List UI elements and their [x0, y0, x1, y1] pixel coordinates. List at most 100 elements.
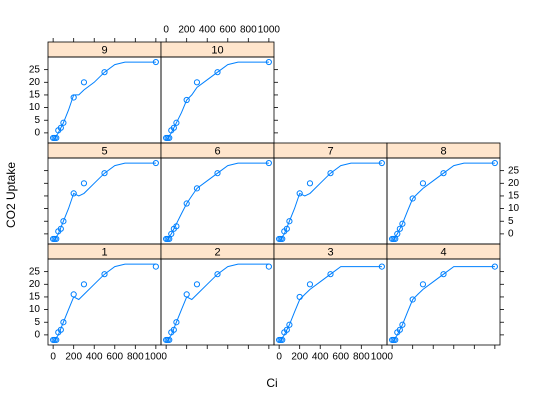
- x-tick-label: 200: [65, 352, 82, 363]
- point: [265, 159, 272, 167]
- strip-label: 6: [214, 145, 220, 157]
- point: [80, 79, 88, 86]
- point: [399, 321, 406, 328]
- point: [101, 170, 108, 177]
- point: [152, 159, 159, 167]
- point: [80, 180, 88, 187]
- point: [396, 225, 403, 232]
- point: [183, 96, 190, 104]
- point: [440, 170, 447, 177]
- point: [70, 94, 77, 101]
- point: [409, 296, 416, 303]
- y-tick-label: 15: [508, 191, 520, 202]
- point: [440, 271, 447, 278]
- point: [183, 200, 190, 207]
- point: [491, 159, 498, 167]
- y-tick-label: 10: [29, 304, 41, 315]
- fit-line: [278, 162, 382, 242]
- x-axis-label: Ci: [266, 376, 277, 390]
- point: [152, 58, 159, 66]
- panel: [160, 56, 275, 144]
- fit-line: [278, 266, 382, 343]
- point: [57, 124, 64, 131]
- point: [101, 271, 108, 278]
- point: [396, 326, 403, 333]
- y-tick-label: 25: [29, 64, 41, 75]
- x-tick-label: 0: [163, 25, 169, 36]
- point: [296, 293, 303, 301]
- point: [193, 281, 201, 288]
- fit-line: [165, 263, 269, 343]
- point: [166, 134, 173, 142]
- x-tick-label: 1000: [145, 352, 168, 363]
- point: [327, 271, 334, 278]
- point: [286, 218, 293, 225]
- point: [173, 119, 180, 126]
- fit-line: [52, 263, 156, 343]
- point: [57, 326, 64, 333]
- point: [409, 195, 416, 202]
- x-tick-label: 600: [106, 352, 123, 363]
- point: [378, 263, 385, 270]
- strip-label: 1: [101, 246, 107, 258]
- y-tick-label: 5: [508, 216, 514, 227]
- point: [491, 263, 498, 270]
- point: [214, 170, 221, 177]
- point: [53, 235, 60, 243]
- x-tick-label: 1000: [258, 25, 281, 36]
- point: [279, 235, 286, 243]
- x-tick-label: 200: [178, 25, 195, 36]
- strip-label: 2: [214, 246, 220, 258]
- strip-label: 5: [101, 145, 107, 157]
- y-tick-label: 0: [34, 330, 40, 341]
- point: [173, 319, 180, 326]
- strip-label: 10: [211, 44, 223, 56]
- y-tick-label: 25: [29, 266, 41, 277]
- point: [173, 223, 180, 230]
- x-tick-label: 0: [50, 352, 56, 363]
- point: [193, 185, 201, 192]
- y-tick-label: 20: [29, 279, 41, 290]
- point: [170, 326, 177, 333]
- point: [214, 69, 221, 76]
- point: [265, 263, 272, 270]
- fit-line: [165, 61, 269, 141]
- point: [170, 124, 177, 131]
- strip-label: 7: [327, 145, 333, 157]
- point: [80, 281, 88, 288]
- y-axis-label: CO2 Uptake: [4, 162, 18, 228]
- strip-label: 4: [440, 246, 446, 258]
- x-tick-label: 0: [276, 352, 282, 363]
- y-tick-label: 10: [508, 203, 520, 214]
- point: [394, 230, 401, 237]
- x-tick-label: 400: [199, 25, 216, 36]
- fit-line: [52, 61, 156, 141]
- fit-line: [391, 162, 495, 242]
- y-tick-label: 15: [29, 90, 41, 101]
- point: [283, 225, 290, 232]
- point: [57, 225, 64, 232]
- x-tick-label: 800: [127, 352, 144, 363]
- point: [306, 180, 314, 187]
- fit-line: [165, 162, 269, 242]
- x-tick-label: 800: [240, 25, 257, 36]
- point: [166, 336, 173, 344]
- y-tick-label: 25: [508, 165, 520, 176]
- point: [152, 263, 159, 270]
- point: [419, 281, 427, 288]
- x-tick-label: 1000: [371, 352, 394, 363]
- point: [70, 291, 77, 298]
- y-tick-label: 5: [34, 115, 40, 126]
- x-tick-label: 200: [291, 352, 308, 363]
- point: [378, 159, 385, 167]
- point: [306, 281, 314, 288]
- point: [168, 230, 175, 237]
- y-tick-label: 5: [34, 317, 40, 328]
- point: [53, 134, 60, 142]
- strip-label: 3: [327, 246, 333, 258]
- point: [214, 271, 221, 278]
- x-tick-label: 400: [86, 352, 103, 363]
- x-tick-label: 800: [353, 352, 370, 363]
- point: [60, 319, 67, 326]
